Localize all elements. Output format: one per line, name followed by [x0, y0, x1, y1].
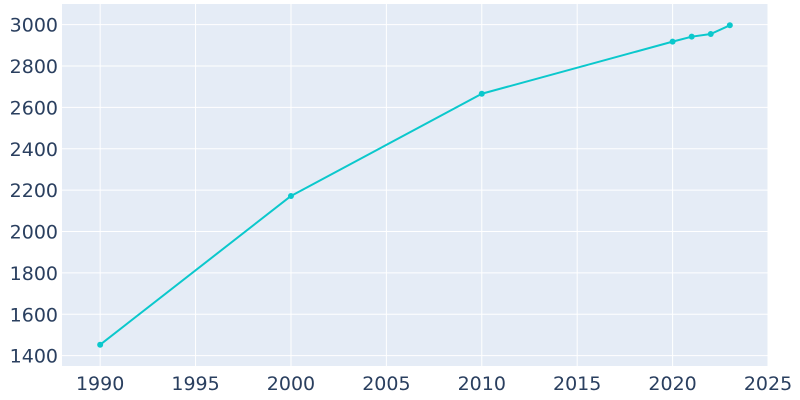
- data-point: [669, 38, 676, 45]
- y-tick-label: 2800: [10, 56, 58, 78]
- x-tick-label: 2000: [267, 373, 315, 395]
- series-layer: [97, 22, 733, 348]
- y-tick-label: 1400: [10, 346, 58, 368]
- data-point: [707, 30, 714, 37]
- y-tick-label: 3000: [10, 15, 58, 37]
- data-point: [97, 341, 104, 348]
- y-tick-label: 2200: [10, 180, 58, 202]
- x-tick-label: 1995: [171, 373, 219, 395]
- plot-area: [62, 4, 768, 366]
- data-point: [478, 90, 485, 97]
- grid-lines: [62, 4, 769, 366]
- data-point: [726, 22, 733, 29]
- x-tick-label: 2010: [458, 373, 506, 395]
- x-axis: 1990 1995 2000 2005 2010 2015 2020 2025: [76, 373, 792, 395]
- y-axis: 1400 1600 1800 2000 2200 2400 2600 2800 3000: [10, 15, 58, 368]
- y-tick-label: 1800: [10, 263, 58, 285]
- data-point: [287, 192, 294, 199]
- x-tick-label: 2005: [362, 373, 410, 395]
- x-tick-label: 2015: [553, 373, 601, 395]
- y-tick-label: 1600: [10, 304, 58, 326]
- y-tick-label: 2000: [10, 222, 58, 244]
- data-point: [688, 33, 695, 40]
- x-tick-label: 2020: [648, 373, 696, 395]
- x-tick-label: 2025: [744, 373, 792, 395]
- x-tick-label: 1990: [76, 373, 124, 395]
- y-tick-label: 2600: [10, 97, 58, 119]
- y-tick-label: 2400: [10, 139, 58, 161]
